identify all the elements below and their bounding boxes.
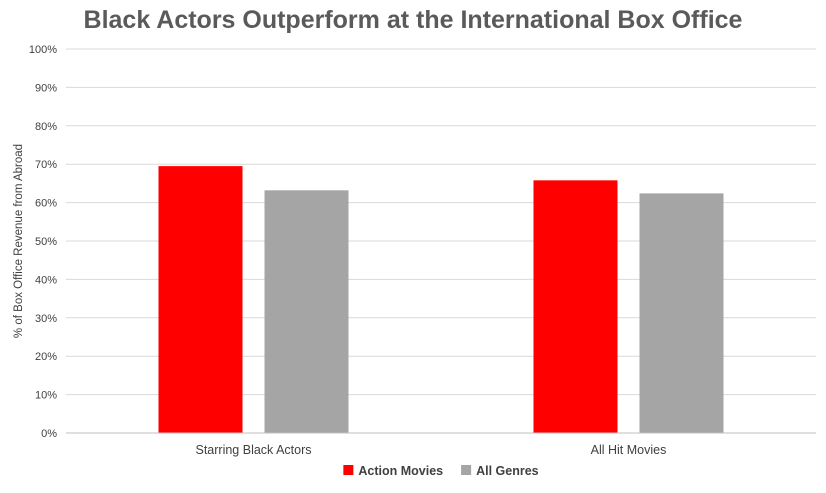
bar (264, 190, 349, 433)
y-tick-label: 50% (35, 236, 57, 248)
y-tick-label: 60% (35, 198, 57, 210)
bar (639, 193, 724, 433)
y-tick-label: 90% (35, 82, 57, 94)
y-tick-label: 10% (35, 390, 57, 402)
legend-item: Action Movies (343, 464, 443, 478)
x-category-label: Starring Black Actors (195, 443, 311, 457)
legend-label: All Genres (476, 464, 539, 478)
bar (533, 180, 618, 433)
y-tick-label: 30% (35, 313, 57, 325)
y-axis-title: % of Box Office Revenue from Abroad (13, 144, 25, 338)
category-labels: Starring Black Actors All Hit Movies (195, 443, 666, 457)
y-tick-label: 40% (35, 274, 57, 286)
x-category-label: All Hit Movies (591, 443, 667, 457)
bars (158, 166, 724, 433)
y-axis-ticks: 0% 10% 20% 30% 40% 50% 60% 70% 80% 90% 100% (29, 44, 57, 440)
legend-item: All Genres (461, 464, 539, 478)
legend-label: Action Movies (358, 464, 443, 478)
y-tick-label: 0% (41, 428, 57, 440)
bar (158, 166, 243, 433)
chart-title: Black Actors Outperform at the Internati… (83, 6, 743, 34)
y-tick-label: 80% (35, 121, 57, 133)
y-tick-label: 20% (35, 351, 57, 363)
legend-swatch (461, 465, 472, 475)
legend-swatch (343, 465, 354, 475)
y-tick-label: 100% (29, 44, 57, 56)
y-tick-label: 70% (35, 159, 57, 171)
legend: Action Movies All Genres (343, 464, 539, 478)
